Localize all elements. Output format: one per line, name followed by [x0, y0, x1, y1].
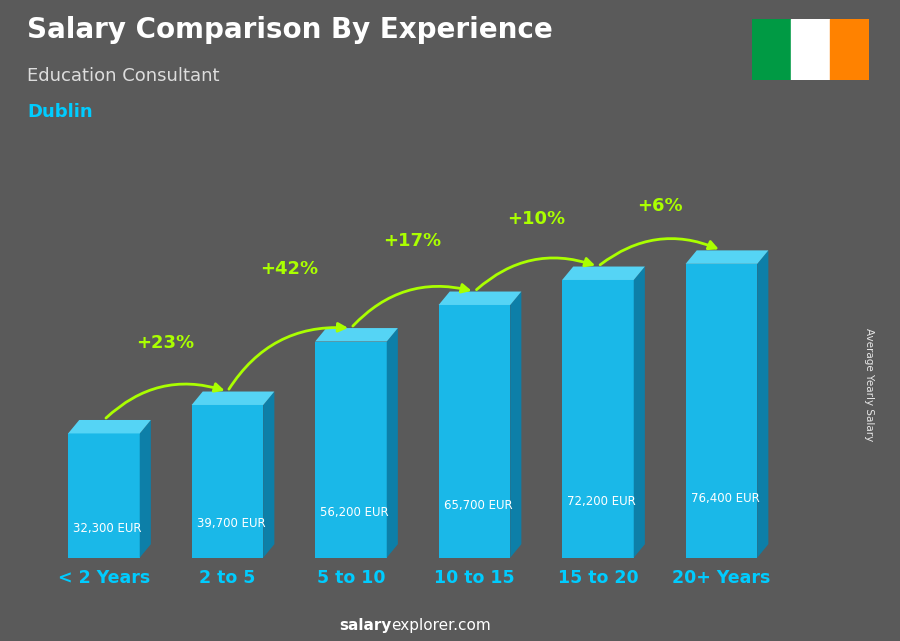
Polygon shape [757, 251, 769, 558]
Text: +42%: +42% [260, 260, 319, 278]
Polygon shape [192, 405, 263, 558]
Polygon shape [263, 392, 274, 558]
Text: explorer.com: explorer.com [392, 619, 491, 633]
Text: +23%: +23% [137, 334, 194, 352]
Polygon shape [634, 267, 645, 558]
Bar [830, 19, 868, 80]
Polygon shape [387, 328, 398, 558]
Text: +10%: +10% [507, 210, 565, 228]
Polygon shape [192, 392, 274, 405]
Text: 72,200 EUR: 72,200 EUR [567, 495, 635, 508]
Polygon shape [562, 280, 634, 558]
Text: Dublin: Dublin [27, 103, 93, 121]
Polygon shape [315, 328, 398, 342]
Polygon shape [438, 305, 510, 558]
Bar [752, 19, 790, 80]
Text: +6%: +6% [637, 197, 682, 215]
Text: 39,700 EUR: 39,700 EUR [196, 517, 266, 530]
Text: 32,300 EUR: 32,300 EUR [73, 522, 141, 535]
Polygon shape [562, 267, 645, 280]
Polygon shape [315, 342, 387, 558]
Text: 65,700 EUR: 65,700 EUR [444, 499, 512, 512]
Text: Average Yearly Salary: Average Yearly Salary [863, 328, 874, 441]
Text: Salary Comparison By Experience: Salary Comparison By Experience [27, 16, 553, 44]
Text: salary: salary [339, 619, 392, 633]
Text: 56,200 EUR: 56,200 EUR [320, 506, 389, 519]
Text: 76,400 EUR: 76,400 EUR [690, 492, 760, 504]
Text: Education Consultant: Education Consultant [27, 67, 220, 85]
Polygon shape [68, 420, 151, 433]
Polygon shape [438, 292, 521, 305]
Bar [790, 19, 830, 80]
Polygon shape [686, 264, 757, 558]
Polygon shape [510, 292, 521, 558]
Polygon shape [686, 251, 769, 264]
Polygon shape [140, 420, 151, 558]
Polygon shape [68, 433, 140, 558]
Text: +17%: +17% [383, 232, 442, 250]
